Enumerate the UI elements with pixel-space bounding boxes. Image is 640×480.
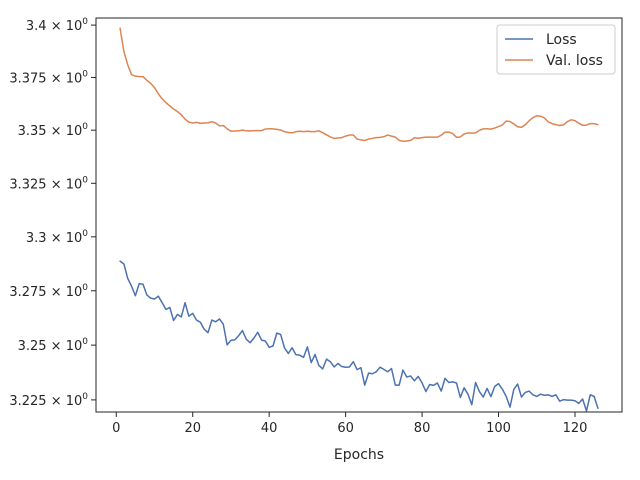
series-layer — [119, 27, 599, 412]
legend: Loss Val. loss — [496, 24, 616, 75]
series-line-loss — [119, 260, 599, 412]
x-tick-label: 40 — [261, 421, 278, 436]
y-tick-label: 3.25 × 100 — [18, 337, 89, 354]
y-tick-label: 3.275 × 100 — [9, 283, 88, 300]
x-tick-label: 0 — [112, 421, 120, 436]
series-line-val-loss — [119, 27, 599, 142]
x-axis: 0 20 40 60 80 100 120 — [112, 412, 587, 436]
plot-area-frame — [95, 17, 623, 413]
x-tick-label: 60 — [337, 421, 354, 436]
x-tick-label: 100 — [486, 421, 511, 436]
x-tick-label: 20 — [184, 421, 201, 436]
y-tick-label: 3.325 × 100 — [9, 175, 88, 192]
legend-label: Loss — [546, 32, 577, 48]
y-tick-label: 3.35 × 100 — [18, 122, 89, 139]
y-axis: 3.225 × 100 3.25 × 100 3.275 × 100 3.3 × 10… — [9, 17, 96, 409]
x-tick-label: 80 — [414, 421, 431, 436]
legend-label: Val. loss — [546, 53, 603, 69]
legend-box — [496, 24, 616, 75]
y-tick-label: 3.375 × 100 — [9, 69, 88, 86]
y-tick-label: 3.4 × 100 — [26, 17, 88, 34]
x-axis-label: Epochs — [334, 447, 384, 463]
y-tick-label: 3.225 × 100 — [9, 392, 88, 409]
x-tick-label: 120 — [563, 421, 588, 436]
y-tick-label: 3.3 × 100 — [26, 229, 88, 246]
